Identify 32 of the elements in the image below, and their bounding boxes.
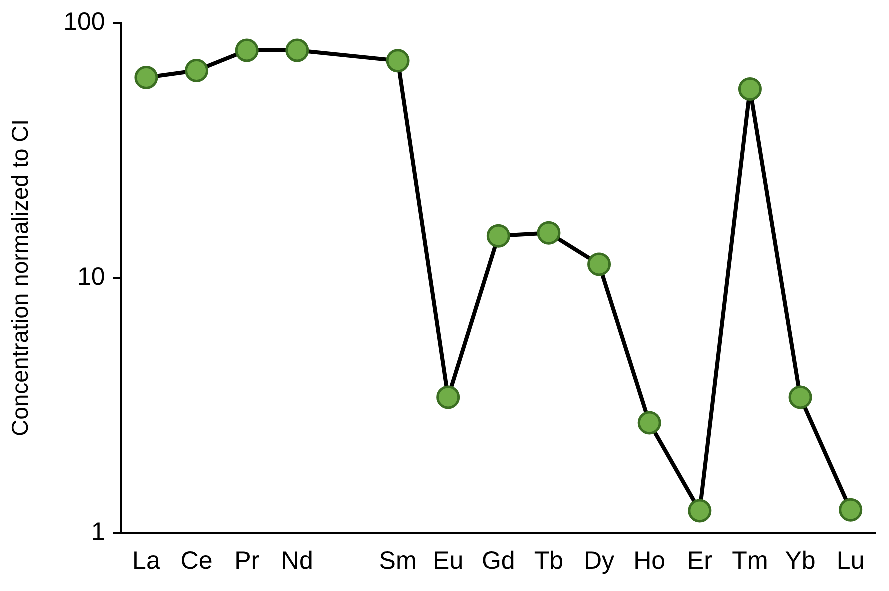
- y-tick-label: 1: [91, 518, 106, 546]
- point: [436, 386, 460, 410]
- y-tick-label: 100: [64, 8, 106, 36]
- x-tick-label: Nd: [281, 546, 314, 575]
- x-tick-label: Yb: [785, 546, 816, 575]
- point: [788, 386, 812, 410]
- x-tick-label: Sm: [379, 546, 417, 575]
- point: [134, 66, 158, 90]
- point: [738, 77, 762, 101]
- point: [688, 499, 712, 523]
- point: [235, 38, 259, 62]
- x-tick-label: Lu: [836, 546, 865, 575]
- x-tick-label: Gd: [482, 546, 516, 575]
- y-axis-title: Concentration normalized to CI: [7, 119, 34, 437]
- point: [386, 49, 410, 73]
- x-tick-label: Tb: [534, 546, 564, 575]
- y-tick-label: 10: [78, 262, 106, 291]
- point: [286, 38, 310, 62]
- point: [486, 224, 510, 248]
- x-tick-label: Ho: [634, 546, 666, 575]
- point: [839, 498, 863, 522]
- x-tick-label: Eu: [433, 546, 464, 575]
- x-tick-label: Ce: [180, 546, 213, 575]
- x-tick-label: Dy: [584, 546, 616, 575]
- point: [638, 411, 662, 435]
- x-tick-label: Tm: [732, 546, 768, 575]
- x-tick-label: Pr: [234, 546, 260, 575]
- x-tick-label: Er: [687, 546, 712, 575]
- point: [537, 221, 561, 245]
- point: [185, 58, 209, 82]
- point: [588, 252, 612, 276]
- x-tick-label: La: [132, 546, 160, 575]
